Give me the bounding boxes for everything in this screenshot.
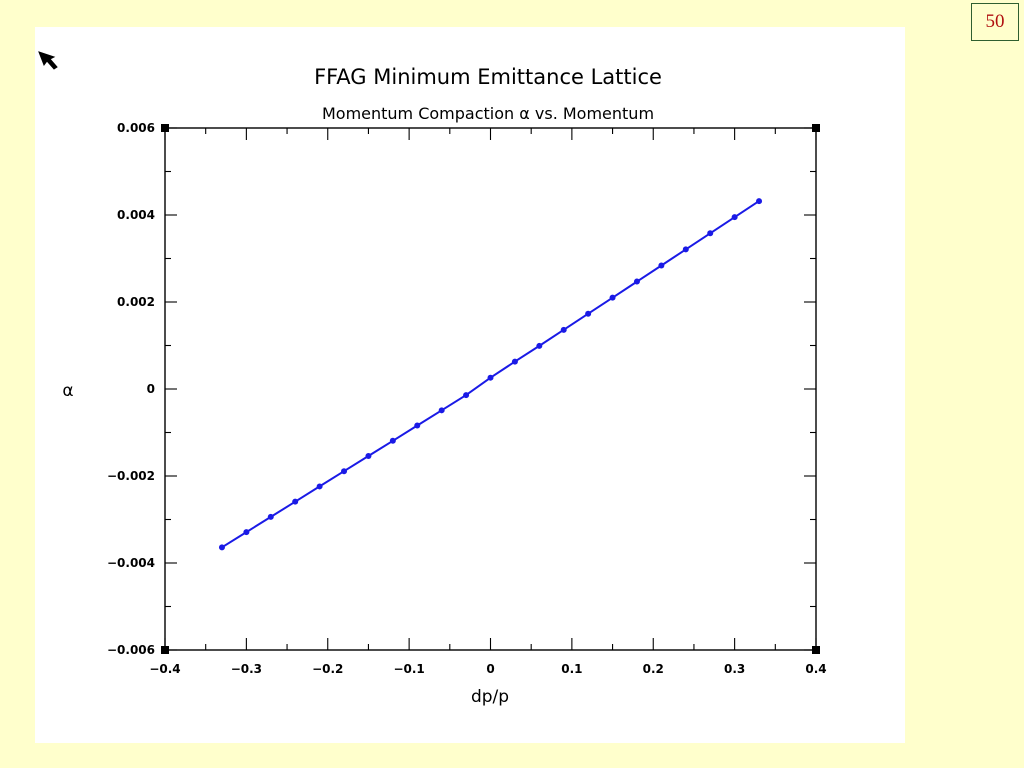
data-point bbox=[658, 262, 665, 269]
y-tick-label: −0.006 bbox=[107, 643, 155, 657]
y-tick-label: −0.002 bbox=[107, 469, 155, 483]
data-point bbox=[731, 214, 738, 221]
data-point bbox=[487, 374, 494, 381]
data-point bbox=[316, 483, 323, 490]
arrow-cursor-icon bbox=[38, 51, 58, 70]
y-tick-label: 0.004 bbox=[117, 208, 155, 222]
data-point bbox=[243, 529, 250, 536]
data-point bbox=[511, 358, 518, 365]
series-line bbox=[221, 200, 760, 549]
data-point bbox=[633, 278, 640, 285]
x-tick-label: 0.3 bbox=[724, 662, 745, 676]
data-point bbox=[365, 452, 372, 459]
data-point bbox=[609, 294, 616, 301]
plot-frame bbox=[164, 127, 817, 651]
data-point bbox=[707, 230, 714, 237]
data-point bbox=[389, 437, 396, 444]
data-point bbox=[682, 246, 689, 253]
x-tick-label: 0.2 bbox=[643, 662, 664, 676]
data-point bbox=[267, 513, 274, 520]
data-point bbox=[438, 407, 445, 414]
chart-title: FFAG Minimum Emittance Lattice bbox=[314, 65, 662, 89]
series-layer bbox=[218, 198, 763, 551]
data-point bbox=[560, 326, 567, 333]
chart-subtitle: Momentum Compaction α vs. Momentum bbox=[322, 104, 654, 123]
x-tick-labels: −0.4 −0.3 −0.2 −0.1 0 0.1 0.2 0.3 0.4 bbox=[149, 662, 826, 676]
x-tick-label: 0.4 bbox=[805, 662, 826, 676]
axis-ticks bbox=[164, 127, 817, 651]
x-tick-label: −0.4 bbox=[149, 662, 180, 676]
data-point bbox=[218, 544, 225, 551]
x-axis-label: dp/p bbox=[471, 687, 509, 707]
data-point bbox=[756, 198, 763, 205]
y-tick-label: −0.004 bbox=[107, 556, 155, 570]
data-point bbox=[536, 342, 543, 349]
plot-panel: FFAG Minimum Emittance Lattice Momentum … bbox=[35, 27, 905, 743]
chart-svg: FFAG Minimum Emittance Lattice Momentum … bbox=[38, 51, 827, 707]
y-tick-label: 0.006 bbox=[117, 121, 155, 135]
y-tick-label: 0 bbox=[147, 382, 155, 396]
page-number-badge: 50 bbox=[971, 3, 1019, 41]
y-tick-labels: −0.006 −0.004 −0.002 0 0.002 0.004 0.006 bbox=[107, 121, 155, 657]
data-point bbox=[292, 498, 299, 505]
y-axis-label: α bbox=[62, 381, 73, 401]
data-point bbox=[341, 468, 348, 475]
x-tick-label: −0.1 bbox=[393, 662, 424, 676]
data-point bbox=[414, 422, 421, 429]
x-tick-label: 0 bbox=[486, 662, 494, 676]
x-tick-label: 0.1 bbox=[561, 662, 582, 676]
x-tick-label: −0.3 bbox=[231, 662, 262, 676]
data-point bbox=[463, 392, 470, 399]
data-point bbox=[585, 310, 592, 317]
x-tick-label: −0.2 bbox=[312, 662, 343, 676]
y-tick-label: 0.002 bbox=[117, 295, 155, 309]
